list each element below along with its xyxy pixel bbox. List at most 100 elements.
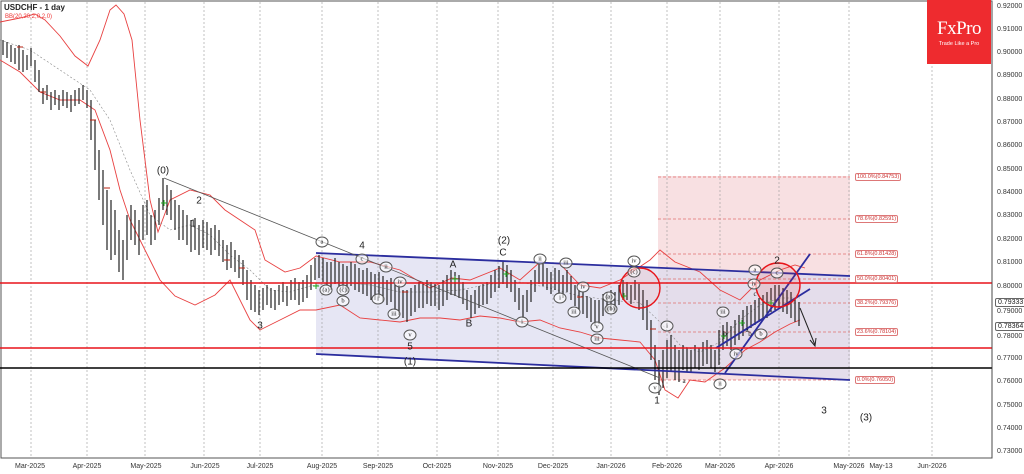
wave-circle: iii — [590, 333, 604, 345]
y-tick: 0.85000 — [997, 166, 1023, 173]
wave-label: b — [748, 330, 752, 338]
wave-circle: v — [648, 382, 662, 394]
y-tick: 0.73000 — [997, 448, 1023, 455]
x-tick: Apr-2025 — [72, 463, 102, 470]
x-tick: Jun-2025 — [190, 463, 220, 470]
logo-brand: FxPro — [937, 18, 981, 39]
wave-circle: (c) — [336, 284, 350, 296]
wave-label: 3 — [257, 320, 263, 332]
wave-label: A — [449, 259, 457, 271]
wave-circle: iii — [567, 306, 581, 318]
x-tick: Nov-2025 — [482, 463, 514, 470]
wave-label: b — [723, 330, 727, 338]
x-tick: Jan-2026 — [596, 463, 626, 470]
logo-tagline: Trade Like a Pro — [938, 41, 980, 47]
wave-circle: iii — [716, 306, 730, 318]
wave-circle: ii — [713, 378, 727, 390]
x-tick: Sep-2025 — [362, 463, 394, 470]
fib-label-50: 50.0%(0.80401) — [855, 275, 899, 283]
wave-label: 4 — [359, 240, 365, 252]
current-price-tag: 0.79333 — [995, 298, 1024, 307]
x-tick: Jul-2025 — [246, 463, 274, 470]
wave-circle: i — [660, 320, 674, 332]
x-tick: Apr-2026 — [764, 463, 794, 470]
x-tick: May-2026 — [833, 463, 865, 470]
wave-label: C — [499, 247, 507, 259]
wave-circle: iv — [747, 278, 761, 290]
y-tick: 0.77000 — [997, 355, 1023, 362]
fib-label-236: 23.6%(0.78104) — [855, 328, 899, 336]
wave-label: (3) — [859, 412, 873, 424]
wave-label: 2 — [196, 195, 202, 207]
wave-circle: (c) — [627, 266, 641, 278]
y-tick: 0.89000 — [997, 72, 1023, 79]
wave-circle: ii — [533, 253, 547, 265]
y-tick: 0.76000 — [997, 378, 1023, 385]
y-tick: 0.74000 — [997, 425, 1023, 432]
wave-label: a — [682, 377, 686, 385]
wave-circle: iv — [729, 348, 743, 360]
wave-circle: iv — [393, 276, 407, 288]
wave-circle: i — [553, 292, 567, 304]
wave-circle: iii — [387, 308, 401, 320]
wave-label: 1 — [654, 395, 660, 407]
wave-circle: a — [748, 264, 762, 276]
y-tick: 0.75000 — [997, 402, 1023, 409]
fib-label-382: 38.2%(0.79376) — [855, 299, 899, 307]
wave-circle: v — [403, 329, 417, 341]
marker-price-tag: 0.78364 — [995, 322, 1024, 331]
wave-circle: a — [315, 236, 329, 248]
wave-label: (2) — [497, 235, 511, 247]
fib-label-0: 0.0%(0.76050) — [855, 376, 896, 384]
wave-circle: i — [515, 316, 529, 328]
y-tick: 0.78000 — [997, 333, 1023, 340]
x-tick: Dec-2025 — [537, 463, 569, 470]
y-tick: 0.83000 — [997, 212, 1023, 219]
y-tick: 0.87000 — [997, 119, 1023, 126]
x-tick: Mar-2026 — [705, 463, 735, 470]
wave-circle: ii — [379, 261, 393, 273]
wave-circle: i — [371, 293, 385, 305]
fib-label-786: 78.6%(0.82591) — [855, 215, 899, 223]
x-tick: Aug-2025 — [306, 463, 338, 470]
wave-label: 3 — [821, 405, 827, 417]
wave-circle: iv — [576, 281, 590, 293]
y-tick: 0.86000 — [997, 142, 1023, 149]
wave-circle: (b) — [604, 303, 618, 315]
y-tick: 0.81000 — [997, 259, 1023, 266]
wave-label: 5 — [407, 341, 413, 353]
wave-circle: (a) — [602, 291, 616, 303]
x-tick: Jun-2026 — [917, 463, 947, 470]
y-tick: 0.88000 — [997, 96, 1023, 103]
fxpro-logo: FxPro Trade Like a Pro — [927, 0, 991, 64]
wave-circle: (a) — [319, 284, 333, 296]
wave-label: 2 — [774, 255, 780, 267]
x-tick: Feb-2026 — [652, 463, 682, 470]
y-tick: 0.79000 — [997, 308, 1023, 315]
x-tick: May-13 — [869, 463, 893, 470]
wave-circle: iv — [627, 255, 641, 267]
wave-circle: b — [754, 328, 768, 340]
x-tick: Oct-2025 — [422, 463, 452, 470]
wave-circle: c — [355, 253, 369, 265]
fib-label-618: 61.8%(0.81428) — [855, 250, 899, 258]
indicator-label: BB(20,20,2,0,2,0) — [5, 14, 53, 20]
y-tick: 0.82000 — [997, 236, 1023, 243]
wave-label: a — [745, 326, 749, 334]
fib-label-100: 100.0%(0.84753) — [855, 173, 902, 181]
y-tick: 0.92000 — [997, 3, 1023, 10]
wave-circle: v — [590, 321, 604, 333]
x-tick: May-2025 — [130, 463, 162, 470]
y-tick: 0.90000 — [997, 49, 1023, 56]
chart-title: USDCHF - 1 day — [4, 3, 65, 12]
y-tick: 0.84000 — [997, 189, 1023, 196]
wave-circle: iii — [559, 257, 573, 269]
y-tick: 0.91000 — [997, 26, 1023, 33]
wave-circle: c — [770, 267, 784, 279]
wave-label: c — [753, 290, 757, 298]
wave-label: (1) — [403, 356, 417, 368]
wave-label: 1 — [190, 218, 196, 230]
wave-label: (0) — [156, 165, 170, 177]
